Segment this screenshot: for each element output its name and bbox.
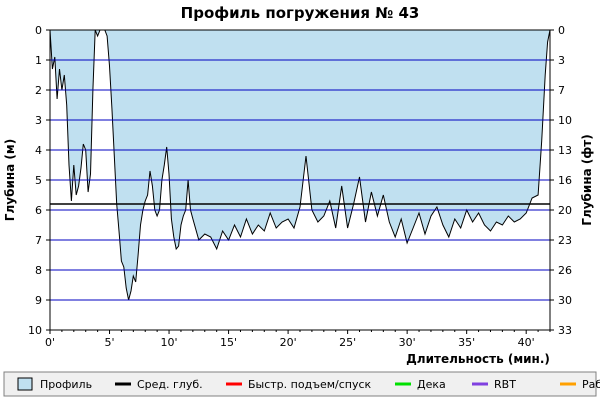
legend-label: Быстр. подъем/спуск bbox=[248, 378, 372, 391]
y-left-tick-label: 2 bbox=[35, 84, 42, 97]
x-axis-label: Длительность (мин.) bbox=[406, 352, 550, 366]
x-tick-label: 40' bbox=[518, 336, 535, 349]
x-tick-label: 10' bbox=[161, 336, 178, 349]
y-right-tick-label: 7 bbox=[558, 84, 565, 97]
x-tick-label: 15' bbox=[220, 336, 237, 349]
y-right-tick-label: 30 bbox=[558, 294, 572, 307]
y-left-tick-label: 9 bbox=[35, 294, 42, 307]
y-left-tick-label: 6 bbox=[35, 204, 42, 217]
x-tick-label: 35' bbox=[458, 336, 475, 349]
y-axis-right-ticks: 0 3 7 10 13 16 20 23 26 30 33 bbox=[550, 24, 572, 337]
legend-label: RBT bbox=[494, 378, 516, 391]
y-right-tick-label: 26 bbox=[558, 264, 572, 277]
y-left-tick-label: 5 bbox=[35, 174, 42, 187]
y-left-tick-label: 10 bbox=[28, 324, 42, 337]
legend-label: Раб. bbox=[582, 378, 600, 391]
x-axis-ticks: 0' 5' 10' 15' 20' 25' 30' 35' 40' bbox=[45, 330, 551, 349]
chart-title: Профиль погружения № 43 bbox=[181, 4, 420, 22]
y-right-tick-label: 13 bbox=[558, 144, 572, 157]
legend: Профиль Сред. глуб. Быстр. подъем/спуск Дек… bbox=[17, 377, 600, 391]
y-right-tick-label: 16 bbox=[558, 174, 572, 187]
y-right-tick-label: 23 bbox=[558, 234, 572, 247]
y-right-tick-label: 3 bbox=[558, 54, 565, 67]
x-tick-label: 0' bbox=[45, 336, 55, 349]
y-axis-right-label: Глубина (фт) bbox=[580, 134, 594, 225]
depth-gridlines bbox=[50, 59, 550, 301]
legend-label: Дека bbox=[417, 378, 446, 391]
y-axis-left-label: Глубина (м) bbox=[3, 139, 17, 221]
y-left-tick-label: 8 bbox=[35, 264, 42, 277]
x-tick-label: 25' bbox=[339, 336, 356, 349]
y-right-tick-label: 10 bbox=[558, 114, 572, 127]
y-left-tick-label: 4 bbox=[35, 144, 42, 157]
legend-label: Сред. глуб. bbox=[137, 378, 203, 391]
y-right-tick-label: 20 bbox=[558, 204, 572, 217]
profile-area bbox=[50, 30, 550, 300]
y-left-tick-label: 7 bbox=[35, 234, 42, 247]
y-left-tick-label: 0 bbox=[35, 24, 42, 37]
y-left-tick-label: 1 bbox=[35, 54, 42, 67]
x-tick-label: 20' bbox=[280, 336, 297, 349]
legend-swatch-profile bbox=[17, 377, 33, 391]
y-right-tick-label: 33 bbox=[558, 324, 572, 337]
y-axis-left-ticks: 0 1 2 3 4 5 6 7 8 9 10 bbox=[28, 24, 50, 337]
x-tick-label: 5' bbox=[105, 336, 115, 349]
y-right-tick-label: 0 bbox=[558, 24, 565, 37]
legend-box bbox=[3, 371, 597, 397]
y-left-tick-label: 3 bbox=[35, 114, 42, 127]
x-tick-label: 30' bbox=[399, 336, 416, 349]
legend-label: Профиль bbox=[40, 378, 92, 391]
